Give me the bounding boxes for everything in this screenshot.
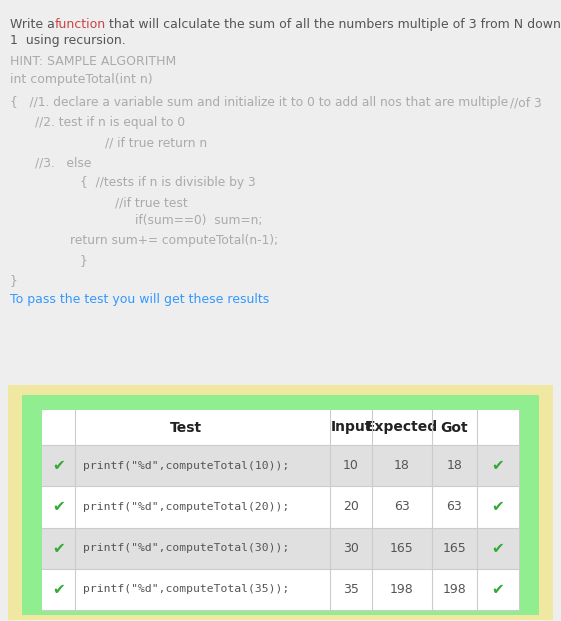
Bar xyxy=(42,445,519,486)
Text: //2. test if n is equal to 0: //2. test if n is equal to 0 xyxy=(35,116,185,129)
Text: Test: Test xyxy=(170,420,202,435)
Text: return sum+= computeTotal(n-1);: return sum+= computeTotal(n-1); xyxy=(70,234,278,247)
Text: printf("%d",computeTotal(20));: printf("%d",computeTotal(20)); xyxy=(83,502,289,512)
Text: 20: 20 xyxy=(343,501,359,514)
Text: }: } xyxy=(80,254,88,267)
Text: ✔: ✔ xyxy=(52,458,65,473)
Text: printf("%d",computeTotal(30));: printf("%d",computeTotal(30)); xyxy=(83,543,289,553)
Text: 30: 30 xyxy=(343,542,359,555)
Bar xyxy=(42,486,519,527)
Text: that will calculate the sum of all the numbers multiple of 3 from N down to: that will calculate the sum of all the n… xyxy=(105,18,561,31)
Text: 198: 198 xyxy=(390,583,414,596)
Text: To pass the test you will get these results: To pass the test you will get these resu… xyxy=(10,293,269,306)
Text: 10: 10 xyxy=(343,459,359,472)
Text: ✔: ✔ xyxy=(52,499,65,514)
Text: function: function xyxy=(55,18,106,31)
Text: //of 3: //of 3 xyxy=(510,96,542,109)
Text: 198: 198 xyxy=(443,583,466,596)
Bar xyxy=(42,410,519,610)
Text: Got: Got xyxy=(441,420,468,435)
Bar xyxy=(42,410,519,445)
Text: 18: 18 xyxy=(394,459,410,472)
Text: 63: 63 xyxy=(447,501,462,514)
Text: Write a: Write a xyxy=(10,18,59,31)
Bar xyxy=(8,385,553,620)
Text: 18: 18 xyxy=(447,459,462,472)
Bar xyxy=(42,569,519,610)
Bar xyxy=(22,395,539,615)
Text: int computeTotal(int n): int computeTotal(int n) xyxy=(10,73,153,86)
Text: 165: 165 xyxy=(390,542,414,555)
Text: printf("%d",computeTotal(10));: printf("%d",computeTotal(10)); xyxy=(83,461,289,471)
Text: 165: 165 xyxy=(443,542,466,555)
Text: ✔: ✔ xyxy=(491,582,504,597)
Text: {  //tests if n is divisible by 3: { //tests if n is divisible by 3 xyxy=(80,176,256,189)
Text: HINT: SAMPLE ALGORITHM: HINT: SAMPLE ALGORITHM xyxy=(10,55,176,68)
Text: //if true test: //if true test xyxy=(115,196,188,209)
Bar xyxy=(42,527,519,569)
Text: if(sum==0)  sum=n;: if(sum==0) sum=n; xyxy=(135,214,263,227)
Text: ✔: ✔ xyxy=(491,499,504,514)
Text: 1  using recursion.: 1 using recursion. xyxy=(10,34,126,47)
Text: ✔: ✔ xyxy=(491,541,504,556)
Text: 35: 35 xyxy=(343,583,359,596)
Text: {   //1. declare a variable sum and initialize it to 0 to add all nos that are m: { //1. declare a variable sum and initia… xyxy=(10,96,508,109)
Text: ✔: ✔ xyxy=(52,541,65,556)
Text: printf("%d",computeTotal(35));: printf("%d",computeTotal(35)); xyxy=(83,584,289,594)
Text: // if true return n: // if true return n xyxy=(105,136,207,149)
Text: Input: Input xyxy=(330,420,372,435)
Text: ✔: ✔ xyxy=(491,458,504,473)
Text: }: } xyxy=(10,274,18,287)
Text: //3.   else: //3. else xyxy=(35,156,91,169)
Text: 63: 63 xyxy=(394,501,410,514)
Text: ✔: ✔ xyxy=(52,582,65,597)
Text: Expected: Expected xyxy=(366,420,438,435)
